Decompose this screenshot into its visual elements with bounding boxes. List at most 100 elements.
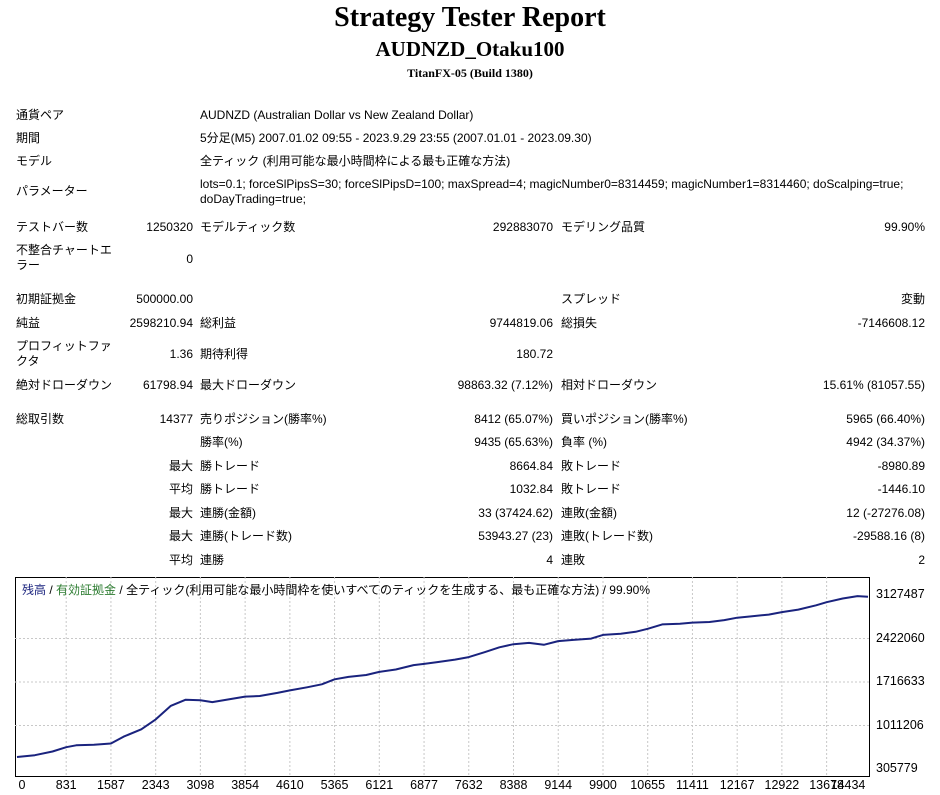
mismatch-label: 不整合チャートエラー	[16, 243, 112, 272]
x-tick-label: 2343	[141, 778, 170, 792]
gross-profit-value: 9744819.06	[489, 316, 553, 330]
x-tick-label: 10655	[630, 778, 666, 792]
net-profit-label: 純益	[16, 316, 41, 330]
cons-wins-money-value: 33 (37424.62)	[478, 506, 553, 520]
cons-wins-money-label: 連勝(金額)	[200, 506, 256, 520]
balance-line	[16, 595, 869, 758]
avg-loss-label: 敗トレード	[561, 482, 622, 496]
y-tick-label: 1011206	[876, 717, 924, 732]
x-tick-label: 6121	[365, 778, 394, 792]
avg-win-label: 勝トレード	[200, 482, 261, 496]
x-tick-label: 8388	[499, 778, 528, 792]
profit-factor-value: 1.36	[169, 347, 193, 361]
model-value: 全ティック (利用可能な最小時間枠による最も正確な方法)	[200, 154, 511, 168]
loss-rate-label: 負率 (%)	[561, 435, 607, 449]
gross-loss-value: -7146608.12	[857, 316, 925, 330]
x-tick-label: 11411	[675, 778, 709, 792]
ticks-value: 292883070	[492, 220, 553, 234]
x-tick-label: 3854	[231, 778, 260, 792]
rel-drawdown-value: 15.61% (81057.55)	[822, 378, 925, 392]
spread-label: スプレッド	[561, 292, 622, 306]
deposit-label: 初期証拠金	[16, 292, 77, 306]
total-trades-label: 総取引数	[16, 412, 65, 426]
x-tick-label: 12922	[764, 778, 800, 792]
max-win-label: 勝トレード	[200, 459, 261, 473]
x-tick-label: 13678	[809, 778, 844, 792]
avg-cons-wins-label: 連勝	[200, 553, 225, 567]
max-drawdown-label: 最大ドローダウン	[200, 378, 297, 392]
max-loss-label: 敗トレード	[561, 459, 622, 473]
total-trades-value: 14377	[159, 412, 193, 426]
max-label: 最大	[168, 459, 193, 473]
cons-losses-money-value: 12 (-27276.08)	[846, 506, 925, 520]
expected-payoff-label: 期待利得	[200, 347, 249, 361]
params-value: lots=0.1; forceSlPipsS=30; forceSlPipsD=…	[200, 177, 904, 206]
server-build: TitanFX-05 (Build 1380)	[407, 66, 533, 80]
x-tick-label: 4610	[275, 778, 304, 792]
x-tick-label: 6877	[410, 778, 438, 792]
x-tick-label: 5365	[320, 778, 349, 792]
caption-balance: 残高	[22, 583, 47, 597]
quality-value: 99.90%	[884, 220, 925, 234]
x-tick-label: 9144	[544, 778, 573, 792]
deposit-value: 500000.00	[136, 292, 193, 306]
x-tick-label: 0	[18, 778, 26, 792]
caption-equity: 有効証拠金	[56, 583, 117, 597]
x-tick-label: 7632	[454, 778, 483, 792]
avg-label: 平均	[168, 482, 193, 496]
balance-chart	[15, 577, 870, 777]
cons-loss-label: 連敗(トレード数)	[561, 529, 653, 543]
period-label: 期間	[16, 131, 41, 145]
short-positions-label: 売りポジション(勝率%)	[200, 412, 327, 426]
max-loss-value: -8980.89	[877, 459, 925, 473]
caption-sep-1: /	[46, 583, 57, 597]
abs-drawdown-value: 61798.94	[142, 378, 193, 392]
ticks-label: モデルティック数	[200, 220, 296, 234]
spread-value: 変動	[900, 292, 925, 306]
avg-cons-losses-label: 連敗	[561, 553, 586, 567]
symbol-label: 通貨ペア	[16, 108, 65, 122]
x-tick-label: 831	[55, 778, 77, 792]
y-tick-label: 2422060	[876, 630, 925, 645]
avg-cons-wins-value: 4	[546, 553, 553, 567]
x-tick-label: 3098	[186, 778, 215, 792]
x-tick-label: 9900	[589, 778, 617, 792]
long-positions-value: 5965 (66.40%)	[846, 412, 925, 426]
chart-frame	[15, 577, 870, 777]
gross-profit-label: 総利益	[200, 316, 237, 330]
long-positions-label: 買いポジション(勝率%)	[561, 412, 688, 426]
cons-loss-value: -29588.16 (8)	[852, 529, 925, 543]
symbol-value: AUDNZD (Australian Dollar vs New Zealand…	[200, 108, 474, 122]
loss-rate-value: 4942 (34.37%)	[846, 435, 925, 449]
expected-payoff-value: 180.72	[516, 347, 553, 361]
max-label-3: 最大	[168, 529, 193, 543]
max-win-value: 8664.84	[509, 459, 553, 473]
cons-profit-value: 53943.27 (23)	[478, 529, 553, 543]
avg-label-2: 平均	[168, 553, 193, 567]
abs-drawdown-label: 絶対ドローダウン	[16, 378, 113, 392]
rel-drawdown-label: 相対ドローダウン	[561, 378, 658, 392]
gross-loss-label: 総損失	[561, 316, 598, 330]
cons-profit-label: 連勝(トレード数)	[200, 529, 292, 543]
x-tick-label: 12167	[719, 778, 755, 792]
caption-sep-2: /	[116, 583, 127, 597]
chart-caption: 残高 / 有効証拠金 / 全ティック(利用可能な最小時間枠を使いすべてのティック…	[22, 581, 650, 598]
model-label: モデル	[16, 154, 53, 168]
win-rate-value: 9435 (65.63%)	[474, 435, 553, 449]
net-profit-value: 2598210.94	[129, 316, 193, 330]
params-label: パラメーター	[16, 184, 88, 198]
bars-value: 1250320	[146, 220, 193, 234]
profit-factor-label: プロフィットファクタ	[16, 339, 112, 368]
avg-cons-losses-value: 2	[918, 553, 925, 567]
short-positions-value: 8412 (65.07%)	[474, 412, 553, 426]
y-tick-label: 305779	[876, 761, 918, 775]
avg-win-value: 1032.84	[509, 482, 553, 496]
y-tick-label: 1716633	[876, 674, 925, 688]
cons-losses-money-label: 連敗(金額)	[561, 506, 617, 520]
bars-label: テストバー数	[16, 220, 89, 234]
y-tick-label: 3127487	[876, 587, 925, 601]
expert-name: AUDNZD_Otaku100	[375, 37, 565, 61]
mismatch-value: 0	[186, 252, 193, 266]
period-value: 5分足(M5) 2007.01.02 09:55 - 2023.9.29 23:…	[200, 131, 592, 145]
report-title: Strategy Tester Report	[334, 2, 606, 33]
